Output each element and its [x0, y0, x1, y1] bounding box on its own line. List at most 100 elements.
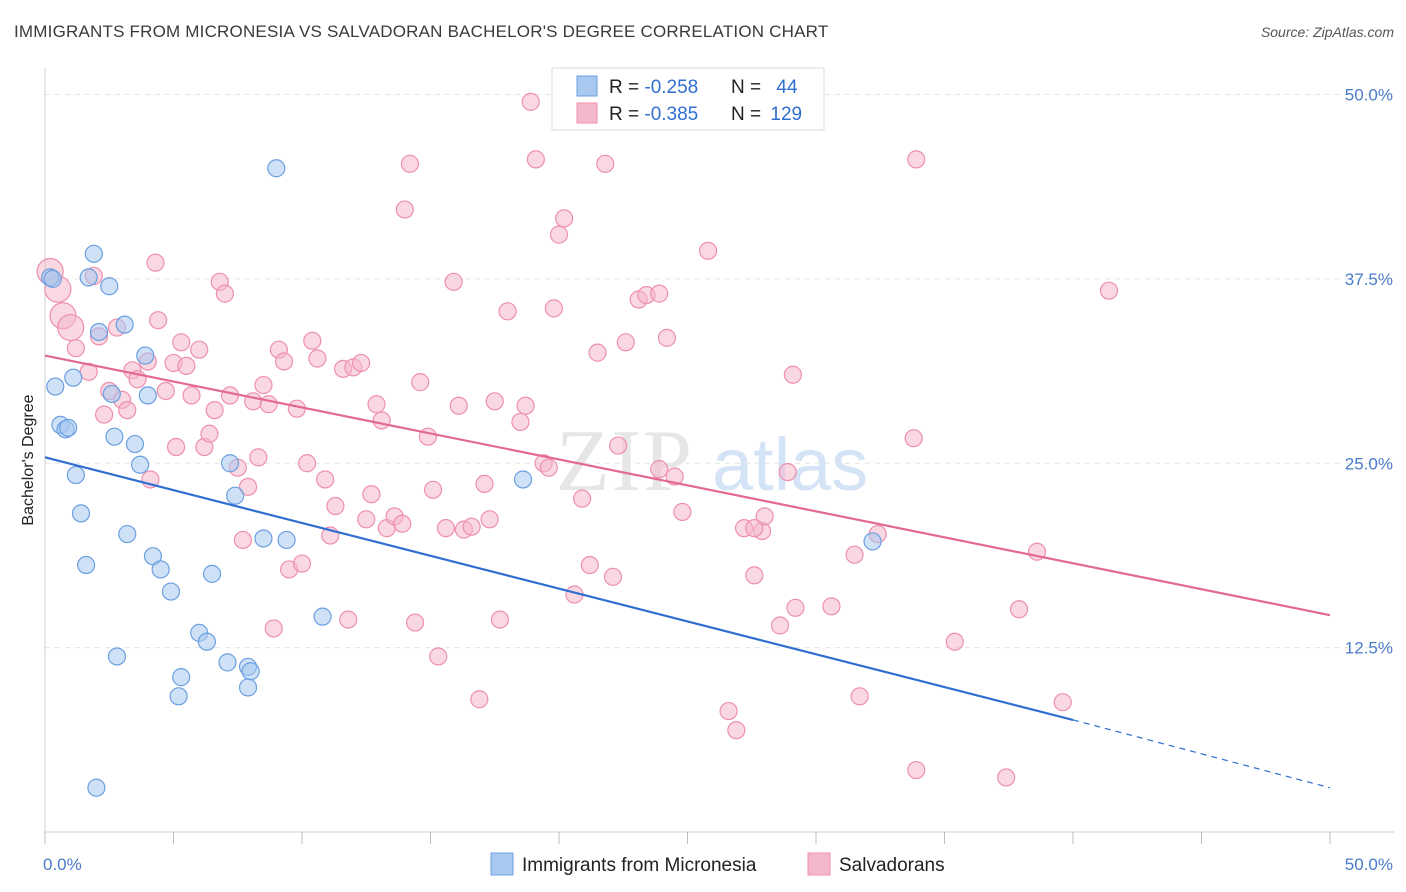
point-salvadoran [573, 489, 592, 508]
point-micronesia [64, 368, 83, 387]
point-salvadoran [292, 554, 312, 573]
point-salvadoran [616, 333, 635, 352]
point-salvadoran [555, 209, 574, 228]
point-salvadoran [182, 386, 201, 405]
point-salvadoran [249, 448, 268, 467]
point-micronesia [238, 678, 258, 697]
point-salvadoran [475, 474, 494, 493]
point-micronesia [172, 668, 191, 687]
point-salvadoran [945, 632, 964, 651]
trend-line-micronesia [44, 456, 1074, 721]
trend-lines [44, 354, 1331, 789]
point-micronesia [105, 427, 124, 446]
point-salvadoran [393, 514, 412, 533]
legend-n-label: N = 44 [731, 77, 798, 98]
point-salvadoran [526, 150, 545, 169]
point-salvadoran [436, 519, 456, 538]
point-salvadoran [172, 333, 191, 352]
point-salvadoran [215, 284, 234, 303]
point-micronesia [161, 582, 181, 601]
point-micronesia [46, 377, 65, 396]
point-salvadoran [521, 92, 540, 111]
point-salvadoran [148, 311, 168, 330]
point-micronesia [77, 555, 96, 575]
point-salvadoran [326, 496, 345, 516]
point-salvadoran [490, 610, 509, 629]
point-salvadoran [516, 396, 535, 415]
data-points [36, 92, 1119, 797]
legend-r-value: -0.385 [644, 104, 698, 125]
point-salvadoran [907, 150, 926, 169]
point-micronesia [84, 244, 103, 263]
point-salvadoran [1009, 600, 1029, 619]
point-salvadoran [118, 401, 137, 420]
trend-line-extension [1072, 719, 1331, 789]
point-salvadoran [444, 272, 463, 291]
point-micronesia [43, 269, 62, 288]
point-micronesia [241, 662, 260, 681]
point-salvadoran [904, 429, 923, 448]
point-micronesia [107, 647, 127, 666]
point-micronesia [125, 434, 145, 454]
point-salvadoran [786, 598, 805, 617]
point-salvadoran [316, 470, 335, 489]
point-salvadoran [190, 340, 209, 359]
point-micronesia [254, 529, 273, 548]
point-salvadoran [470, 690, 489, 709]
axis-ticks: 12.5% 25.0% 37.5% 50.0% 0.0% 50.0% [43, 86, 1393, 875]
point-salvadoran [770, 616, 790, 635]
point-salvadoran [259, 395, 278, 414]
point-micronesia [313, 607, 332, 626]
legend-r-value: -0.258 [644, 77, 698, 98]
point-salvadoran [745, 519, 764, 538]
point-salvadoran [665, 467, 684, 486]
point-salvadoran [156, 381, 175, 401]
point-salvadoran [411, 373, 430, 392]
y-axis-title: Bachelor's Degree [20, 394, 37, 525]
point-micronesia [169, 687, 188, 706]
point-salvadoran [603, 567, 623, 586]
point-salvadoran [339, 610, 358, 629]
point-salvadoran [822, 597, 841, 616]
point-micronesia [863, 532, 882, 551]
point-micronesia [89, 322, 109, 342]
source-label: Source: ZipAtlas.com [1260, 24, 1394, 40]
point-salvadoran [580, 555, 599, 575]
correlation-legend: R = -0.258 N = 44 R = -0.385 N = 129 [551, 67, 825, 131]
point-salvadoran [303, 331, 322, 350]
point-salvadoran [372, 411, 391, 430]
point-micronesia [87, 778, 106, 797]
point-salvadoran [264, 619, 283, 638]
point-salvadoran [850, 687, 869, 706]
point-salvadoran [485, 392, 504, 411]
point-salvadoran [274, 352, 294, 371]
point-salvadoran [423, 480, 443, 499]
point-micronesia [79, 268, 98, 287]
grid-lines [45, 94, 1394, 649]
point-salvadoran [498, 302, 517, 321]
point-micronesia [151, 560, 170, 579]
point-salvadoran [544, 299, 563, 318]
point-micronesia [118, 524, 137, 544]
point-salvadoran [238, 477, 258, 496]
point-salvadoran [95, 405, 114, 424]
point-salvadoran [367, 395, 386, 414]
point-micronesia [100, 277, 119, 296]
point-salvadoran [1099, 281, 1119, 300]
point-micronesia [226, 486, 245, 505]
point-salvadoran [449, 396, 468, 415]
point-salvadoran [205, 401, 224, 420]
point-salvadoran [298, 454, 317, 473]
point-salvadoran [1053, 693, 1072, 712]
trend-line-salvadorans [44, 354, 1331, 617]
point-micronesia [130, 455, 150, 474]
point-micronesia [115, 315, 134, 334]
point-salvadoran [405, 613, 425, 632]
legend-n-value: 44 [776, 77, 798, 98]
y-tick-label: 25.0% [1345, 454, 1393, 473]
point-salvadoran [997, 768, 1016, 787]
point-salvadoran [166, 437, 186, 457]
point-salvadoran [352, 353, 371, 373]
point-salvadoran [480, 510, 499, 529]
point-micronesia [59, 418, 78, 437]
